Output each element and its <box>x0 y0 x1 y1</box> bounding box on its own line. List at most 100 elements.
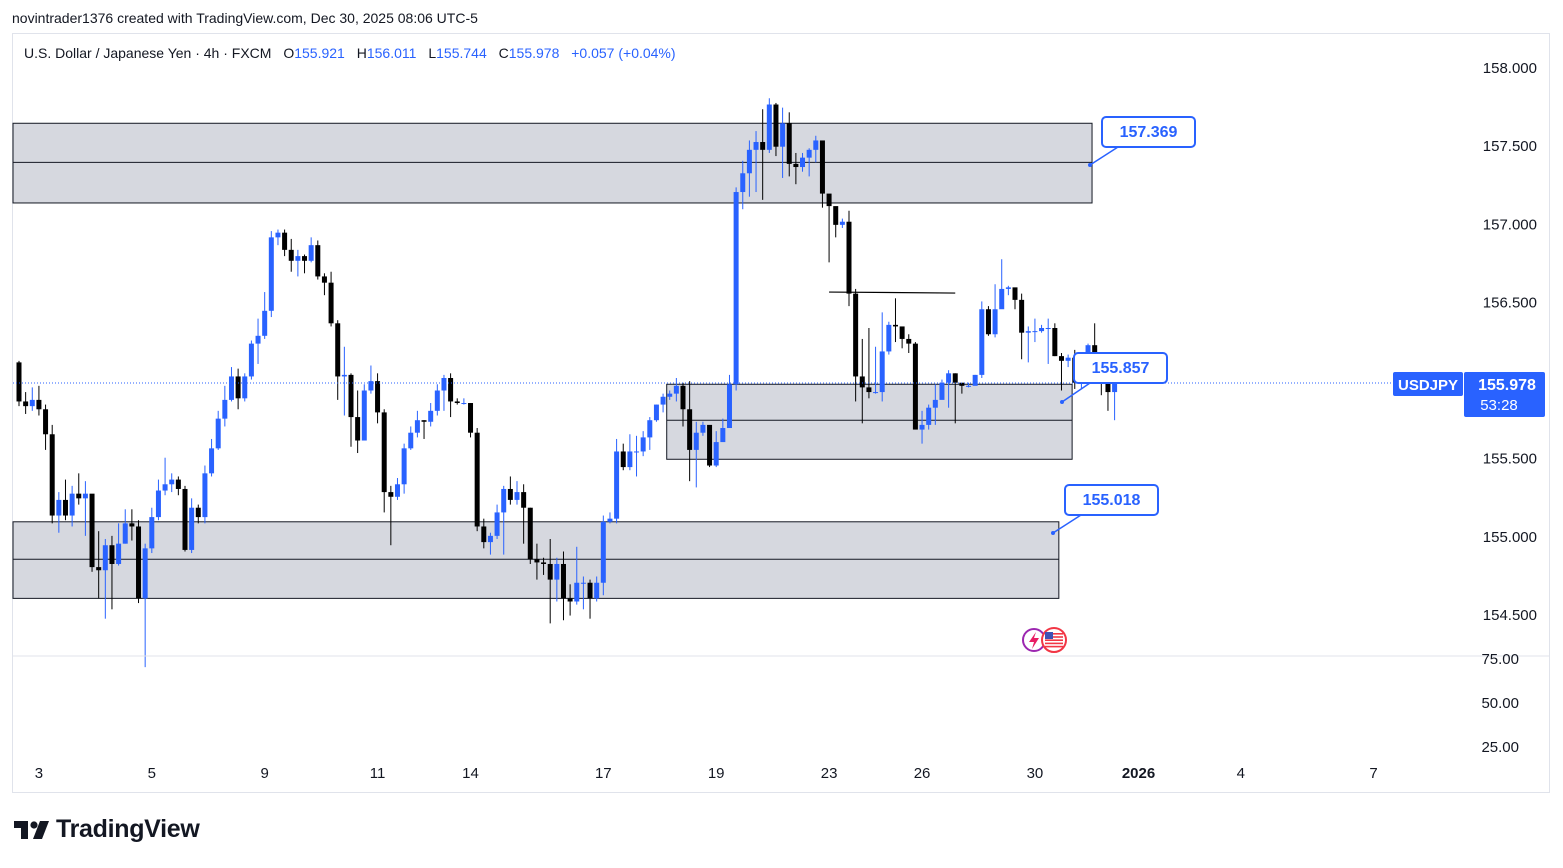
candle <box>527 507 533 564</box>
us-flag-event-icon[interactable] <box>1041 627 1067 653</box>
candle <box>142 543 148 668</box>
candle <box>341 346 347 416</box>
price-callout[interactable]: 155.857 <box>1060 352 1168 404</box>
candle-body <box>441 378 447 391</box>
candle <box>195 504 201 524</box>
credit-text: novintrader1376 created with TradingView… <box>12 10 478 26</box>
candle <box>713 431 719 468</box>
candle-body <box>23 401 29 407</box>
candle-body <box>155 490 161 518</box>
price-callout[interactable]: 155.018 <box>1051 484 1159 535</box>
indicator-tick-label: 25.00 <box>1481 739 1519 756</box>
candle <box>926 404 932 430</box>
lightning-glyph <box>1029 632 1039 649</box>
candle-body <box>149 517 155 549</box>
candle <box>136 520 142 604</box>
candle-body <box>952 373 958 383</box>
candle <box>806 148 812 177</box>
candle-body <box>414 420 420 433</box>
candle <box>879 312 885 402</box>
candle-body <box>660 396 666 405</box>
flag-stripe <box>1045 645 1063 648</box>
candle-body <box>361 390 367 441</box>
candle-body <box>766 104 772 150</box>
candle-body <box>36 399 42 410</box>
candle-body <box>1045 327 1051 329</box>
upper-zone-rect[interactable] <box>12 122 1093 204</box>
candle-body <box>773 104 779 147</box>
candle-body <box>946 373 952 383</box>
y-tick-label: 155.000 <box>1483 529 1537 546</box>
candle <box>235 368 241 410</box>
candle <box>507 476 513 505</box>
candle-body <box>567 598 573 602</box>
candle-body <box>620 451 626 468</box>
tradingview-logo-icon <box>14 820 49 839</box>
candle-body <box>1012 287 1018 300</box>
candle <box>667 390 673 400</box>
candle <box>873 346 879 394</box>
price-callout[interactable]: 157.369 <box>1088 116 1196 167</box>
candle <box>202 465 208 524</box>
candle <box>401 443 407 494</box>
candle <box>833 206 839 238</box>
candle <box>487 532 493 555</box>
candle <box>547 538 553 624</box>
candle-body <box>116 543 122 564</box>
candle <box>109 535 115 610</box>
candle <box>952 373 958 424</box>
chart-frame[interactable] <box>12 33 1550 793</box>
candle-body <box>255 335 261 344</box>
symbol-badge[interactable] <box>1393 372 1463 396</box>
x-tick-label: 9 <box>261 765 269 782</box>
candle-body <box>806 149 812 158</box>
candle <box>614 438 620 524</box>
candle-body <box>972 374 978 386</box>
candle-body <box>594 582 600 599</box>
candle <box>587 579 593 619</box>
x-tick-label: 4 <box>1237 765 1245 782</box>
candle-body <box>580 582 586 584</box>
candle <box>355 390 361 454</box>
candle <box>428 403 434 427</box>
candle <box>82 481 88 536</box>
candle-body <box>1065 357 1071 361</box>
candle <box>494 504 500 539</box>
candle-body <box>912 343 918 430</box>
candle-body <box>687 409 693 450</box>
legend-close-label: C <box>498 45 509 61</box>
candle-body <box>401 448 407 485</box>
candle <box>853 288 859 402</box>
x-tick-label: 2026 <box>1122 765 1155 782</box>
candle <box>746 140 752 197</box>
candle-body <box>1112 382 1118 393</box>
tradingview-brand[interactable]: TradingView <box>14 815 200 844</box>
candle <box>129 509 135 541</box>
candle-body <box>846 221 852 294</box>
candle <box>560 551 566 621</box>
candle-body <box>720 428 726 443</box>
candle-body <box>448 378 454 402</box>
tradingview-brand-text: TradingView <box>56 815 200 843</box>
candle-body <box>985 309 991 335</box>
candle-body <box>793 163 799 168</box>
candle <box>302 254 308 274</box>
candle-body <box>966 385 972 387</box>
candle <box>441 374 447 411</box>
candle-body <box>707 424 713 466</box>
candle <box>786 112 792 177</box>
candle <box>780 107 786 178</box>
candle-body <box>136 526 142 599</box>
candle <box>1112 378 1118 421</box>
candle <box>819 140 825 208</box>
callout-anchor <box>1060 400 1064 404</box>
candle <box>733 187 739 391</box>
candle-body <box>853 293 859 377</box>
candle-body <box>129 523 135 527</box>
x-tick-label: 17 <box>595 765 612 782</box>
candle <box>288 238 294 272</box>
candle-body <box>800 157 806 168</box>
candle-body <box>315 245 321 277</box>
candle <box>189 498 195 554</box>
